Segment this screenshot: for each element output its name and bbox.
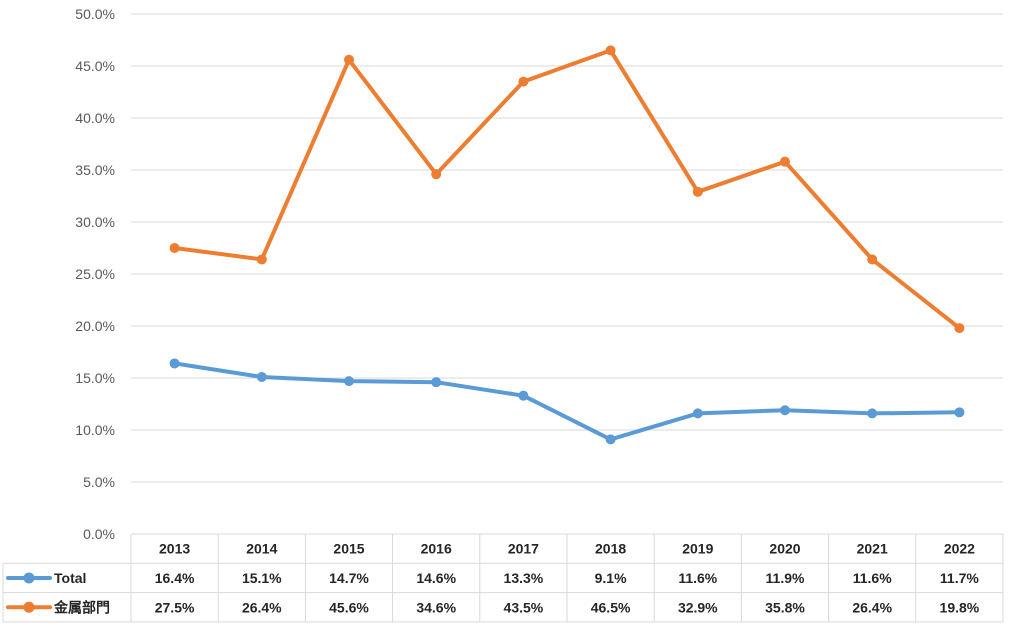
data-point (692, 186, 703, 197)
y-tick-label: 5.0% (83, 474, 115, 490)
x-tick-label: 2020 (769, 541, 800, 557)
data-label: 14.7% (329, 570, 369, 586)
x-tick-label: 2013 (159, 541, 190, 557)
x-tick-label: 2022 (944, 541, 975, 557)
data-point (431, 377, 442, 388)
data-label: 11.9% (766, 570, 805, 586)
data-point (431, 169, 442, 180)
legend-key-marker (23, 601, 35, 613)
y-tick-label: 35.0% (75, 162, 115, 178)
data-label: 32.9% (678, 599, 718, 615)
data-point (780, 405, 790, 416)
series-line-1 (172, 48, 962, 331)
data-point (605, 434, 616, 445)
series-line-0 (172, 361, 962, 442)
data-label: 26.4% (852, 599, 892, 615)
data-label: 34.6% (416, 599, 456, 615)
x-tick-label: 2019 (682, 541, 713, 557)
data-point (518, 76, 529, 87)
legend-label: Total (54, 570, 86, 586)
data-point (256, 254, 267, 265)
data-label: 46.5% (591, 599, 631, 615)
y-tick-label: 0.0% (83, 526, 115, 542)
legend-label: 金属部門 (53, 599, 110, 615)
data-label: 14.6% (416, 570, 456, 586)
data-label: 27.5% (155, 599, 195, 615)
data-point (780, 156, 790, 167)
data-point (954, 407, 965, 418)
data-label: 45.6% (329, 599, 369, 615)
data-label: 13.3% (504, 570, 544, 586)
data-label: 11.6% (678, 570, 717, 586)
data-point (518, 390, 529, 401)
x-tick-label: 2017 (508, 541, 539, 557)
x-tick-label: 2018 (595, 541, 626, 557)
data-label: 16.4% (155, 570, 195, 586)
data-label: 26.4% (242, 599, 282, 615)
legend-key-marker (23, 572, 35, 584)
y-tick-label: 20.0% (75, 318, 115, 334)
data-point (867, 408, 878, 419)
y-tick-label: 40.0% (75, 110, 115, 126)
x-tick-label: 2014 (246, 541, 277, 557)
data-label: 9.1% (595, 570, 627, 586)
data-label: 35.8% (765, 599, 805, 615)
data-label: 11.7% (940, 570, 979, 586)
data-point (344, 54, 354, 65)
data-point (954, 323, 965, 334)
data-point (256, 371, 267, 382)
x-tick-label: 2015 (333, 541, 364, 557)
data-point (344, 376, 354, 387)
data-label: 19.8% (940, 599, 980, 615)
data-label: 15.1% (242, 570, 282, 586)
data-point (169, 243, 180, 253)
data-point (169, 358, 180, 369)
data-point (605, 45, 616, 56)
data-point (867, 254, 878, 265)
y-tick-label: 50.0% (75, 6, 115, 22)
y-tick-label: 45.0% (75, 58, 115, 74)
y-tick-label: 10.0% (75, 422, 115, 438)
data-point (692, 408, 703, 419)
y-tick-label: 15.0% (75, 370, 115, 386)
data-label: 11.6% (853, 570, 892, 586)
y-tick-label: 25.0% (75, 266, 115, 282)
x-tick-label: 2021 (857, 541, 888, 557)
data-label: 43.5% (504, 599, 544, 615)
y-tick-label: 30.0% (75, 214, 115, 230)
x-tick-label: 2016 (421, 541, 452, 557)
